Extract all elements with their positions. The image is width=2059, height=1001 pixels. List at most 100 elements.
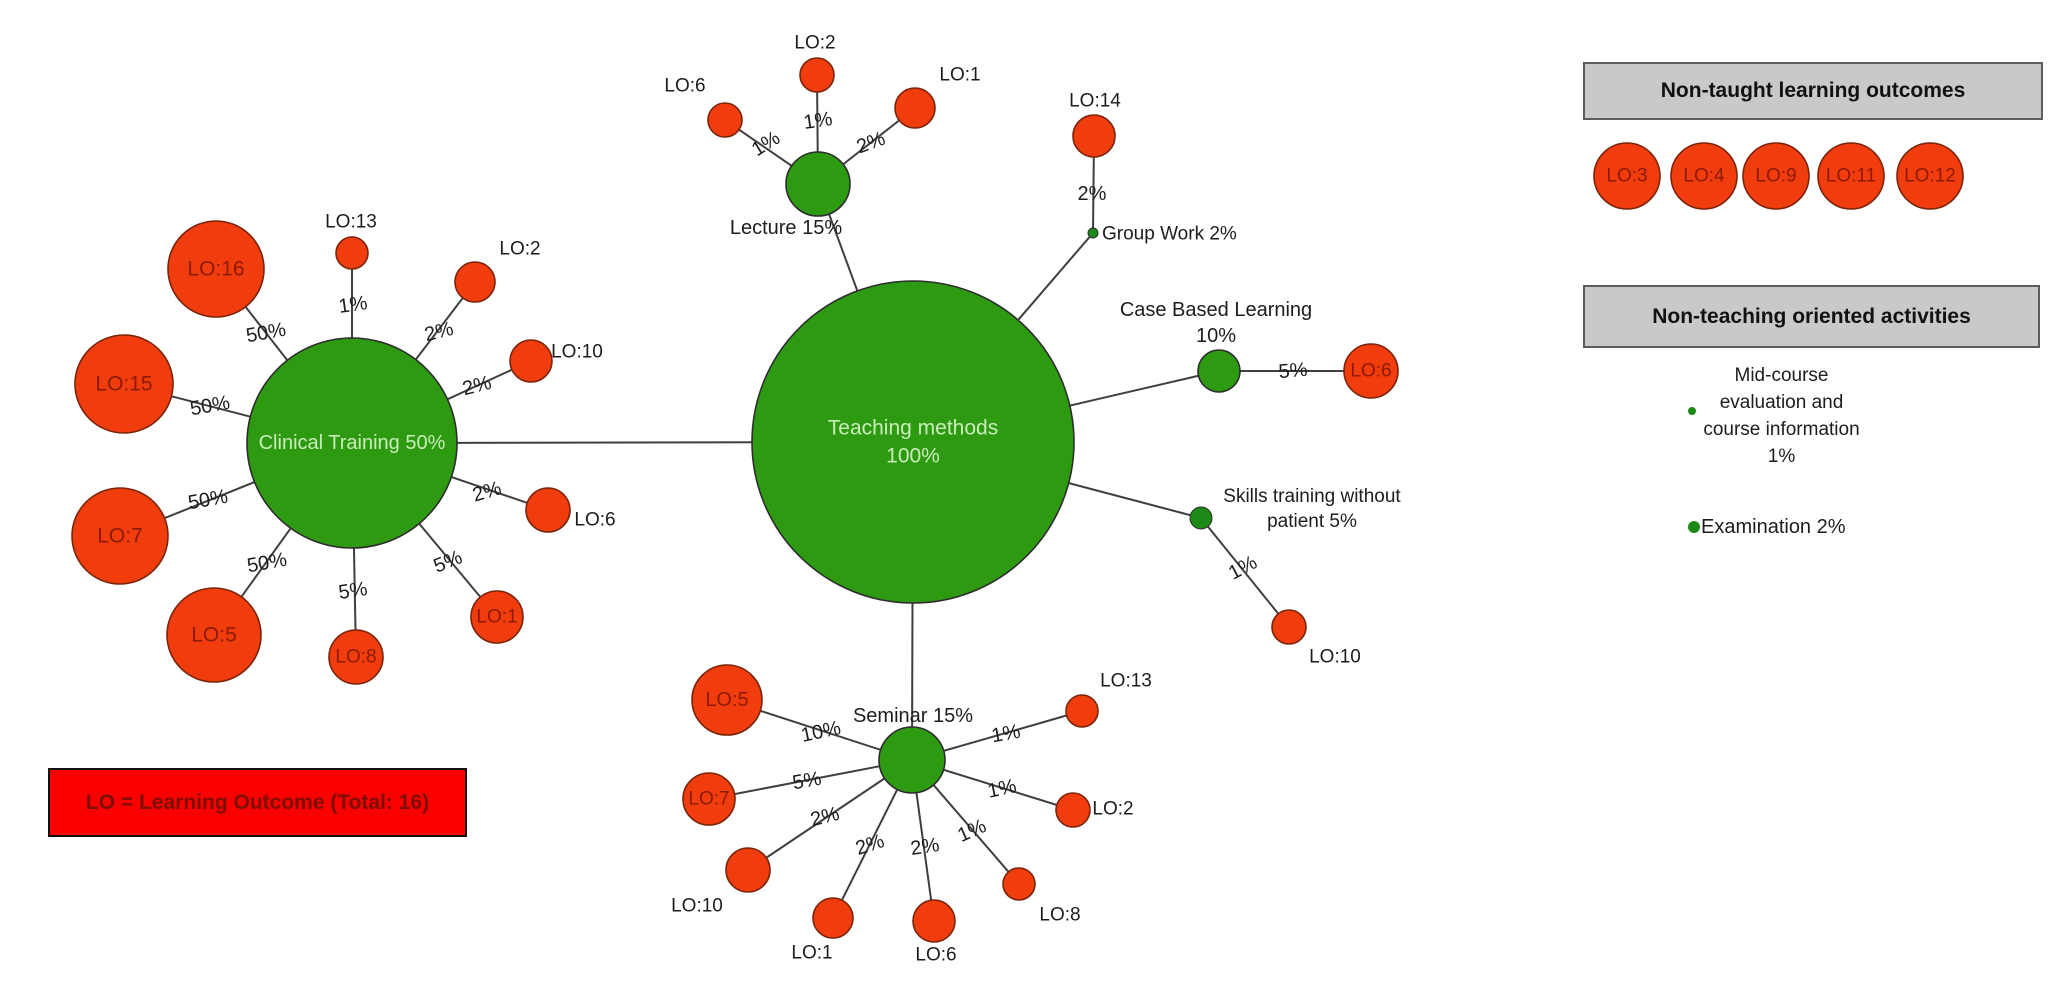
node-sem-lo7-label: LO:7 <box>688 789 729 810</box>
node-ct-lo15-label: LO:15 <box>95 373 152 396</box>
node-leg-lo11-circle <box>1817 142 1885 210</box>
node-lec-lo2-label: LO:2 <box>794 33 835 54</box>
node-gw-lo14-circle <box>1072 114 1116 158</box>
edge-label-lecture-lec-lo2: 1% <box>802 108 834 134</box>
legend-activities-title: Non-teaching oriented activities <box>1652 304 1971 328</box>
edge-label-ct-ct-lo7: 50% <box>186 486 229 515</box>
legend-non-taught-box: Non-taught learning outcomes <box>1583 62 2043 120</box>
node-ct-lo16-label: LO:16 <box>187 258 244 281</box>
node-sem-lo5-circle <box>691 664 763 736</box>
edge-label-ct-ct-lo6: 2% <box>470 477 504 506</box>
node-leg-lo9-label: LO:9 <box>1755 166 1796 187</box>
lo-note-box: LO = Learning Outcome (Total: 16) <box>48 768 467 837</box>
node-ct-lo2-circle <box>454 261 496 303</box>
node-sem-lo8-circle <box>1002 867 1036 901</box>
node-ct-lo7-circle <box>71 487 169 585</box>
node-ct-lo7-label: LO:7 <box>97 525 143 548</box>
node-seminar-label: Seminar 15% <box>853 705 973 727</box>
node-lec-lo1-label: LO:1 <box>939 65 980 86</box>
node-sem-lo2-label: LO:2 <box>1092 799 1133 820</box>
edge-label-skills-sk-lo10: 1% <box>1225 551 1261 584</box>
node-sem-lo1-circle <box>812 897 854 939</box>
node-cbl-lo6-label: LO:6 <box>1350 361 1391 382</box>
node-ct-lo15-circle <box>74 334 174 434</box>
node-sem-lo1-label: LO:1 <box>791 943 832 964</box>
edge-label-seminar-sem-lo1: 2% <box>853 830 887 860</box>
edge-label-seminar-sem-lo10: 2% <box>808 803 842 831</box>
edge-label-ct-ct-lo2: 2% <box>422 318 456 346</box>
activity-mid-course-line: evaluation and <box>1719 392 1844 413</box>
edge-label-ct-ct-lo13: 1% <box>337 292 369 318</box>
node-leg-lo11-label: LO:11 <box>1826 166 1876 187</box>
node-ct-lo6-label: LO:6 <box>574 510 615 531</box>
node-lec-lo2-circle <box>799 57 835 93</box>
node-sem-lo13-circle <box>1065 694 1099 728</box>
node-sem-lo8-label: LO:8 <box>1039 905 1080 926</box>
activity-mid-course-line: Mid-course <box>1734 365 1829 386</box>
node-ct-lo8-label: LO:8 <box>335 647 376 668</box>
node-lec-lo6-circle <box>707 102 743 138</box>
node-leg-lo3-circle <box>1593 142 1661 210</box>
node-sem-lo5-label: LO:5 <box>705 689 748 711</box>
node-cbl-lo6-circle <box>1343 343 1399 399</box>
node-tm-label: 100% <box>886 445 940 468</box>
node-sem-lo13-label: LO:13 <box>1100 671 1152 692</box>
activity-examination: Examination 2% <box>1701 516 1846 538</box>
node-lec-lo1-circle <box>894 87 936 129</box>
lo-note-text: LO = Learning Outcome (Total: 16) <box>85 790 430 814</box>
node-lecture-label: Lecture 15% <box>730 217 843 239</box>
edge-label-ct-ct-lo5: 50% <box>245 549 288 578</box>
node-ct-lo5-circle <box>166 587 262 683</box>
node-cbl-label: 10% <box>1196 325 1236 347</box>
edge-label-gw-gw-lo14: 2% <box>1078 183 1107 205</box>
node-ct-lo1-circle <box>470 590 524 644</box>
edge-label-seminar-sem-lo6: 2% <box>909 834 941 860</box>
node-skills-label: Skills training without <box>1223 486 1401 507</box>
activity-mid-course-line: 1% <box>1767 446 1796 467</box>
node-leg-lo4-label: LO:4 <box>1683 166 1725 187</box>
node-ct-lo10-label: LO:10 <box>551 342 603 363</box>
node-ct-lo2-label: LO:2 <box>499 239 540 260</box>
edge-seminar-sem-lo7 <box>708 759 913 800</box>
node-ct-lo5-label: LO:5 <box>191 624 237 647</box>
edge-label-seminar-sem-lo2: 1% <box>986 775 1019 803</box>
node-tm-label: Teaching methods <box>828 417 998 440</box>
node-ct-lo13-label: LO:13 <box>325 212 377 233</box>
node-sem-lo10-circle <box>725 847 771 893</box>
edge-label-ct-ct-lo10: 2% <box>460 372 494 400</box>
node-leg-lo12-circle <box>1896 142 1964 210</box>
node-ct-circle <box>246 337 458 549</box>
node-ct-lo8-circle <box>328 629 384 685</box>
legend-activities-box: Non-teaching oriented activities <box>1583 285 2040 348</box>
node-leg-lo4-circle <box>1670 142 1738 210</box>
node-ct-lo16-circle <box>167 220 265 318</box>
node-sem-lo7-circle <box>682 772 736 826</box>
node-seminar-circle <box>878 726 946 794</box>
green-dot-icon <box>1688 521 1700 533</box>
edge-label-seminar-sem-lo7: 5% <box>791 768 824 795</box>
node-cbl-label: Case Based Learning <box>1120 299 1312 321</box>
node-ct-lo10-circle <box>509 339 553 383</box>
activity-mid-course: Mid-course evaluation and course informa… <box>1659 362 1904 470</box>
edge-label-ct-ct-lo16: 50% <box>244 319 287 348</box>
node-gw-circle <box>1087 227 1099 239</box>
node-ct-label: Clinical Training 50% <box>259 432 446 454</box>
node-sem-lo2-circle <box>1055 792 1091 828</box>
edge-label-ct-ct-lo15: 50% <box>188 392 231 421</box>
node-gw-label: Group Work 2% <box>1102 224 1237 245</box>
edge-label-seminar-sem-lo8: 1% <box>954 815 990 847</box>
node-sem-lo10-label: LO:10 <box>671 896 723 917</box>
node-skills-label: patient 5% <box>1267 511 1357 532</box>
green-dot-icon <box>1688 407 1696 415</box>
node-sk-lo10-circle <box>1271 609 1307 645</box>
node-cbl-circle <box>1197 349 1241 393</box>
node-sem-lo6-circle <box>912 899 956 943</box>
node-sk-lo10-label: LO:10 <box>1309 647 1361 668</box>
node-gw-lo14-label: LO:14 <box>1069 91 1121 112</box>
activity-mid-course-line: course information <box>1703 419 1860 440</box>
edge-label-ct-ct-lo8: 5% <box>337 578 369 604</box>
node-ct-lo13-circle <box>335 236 369 270</box>
edge-label-cbl-cbl-lo6: 5% <box>1278 359 1309 383</box>
